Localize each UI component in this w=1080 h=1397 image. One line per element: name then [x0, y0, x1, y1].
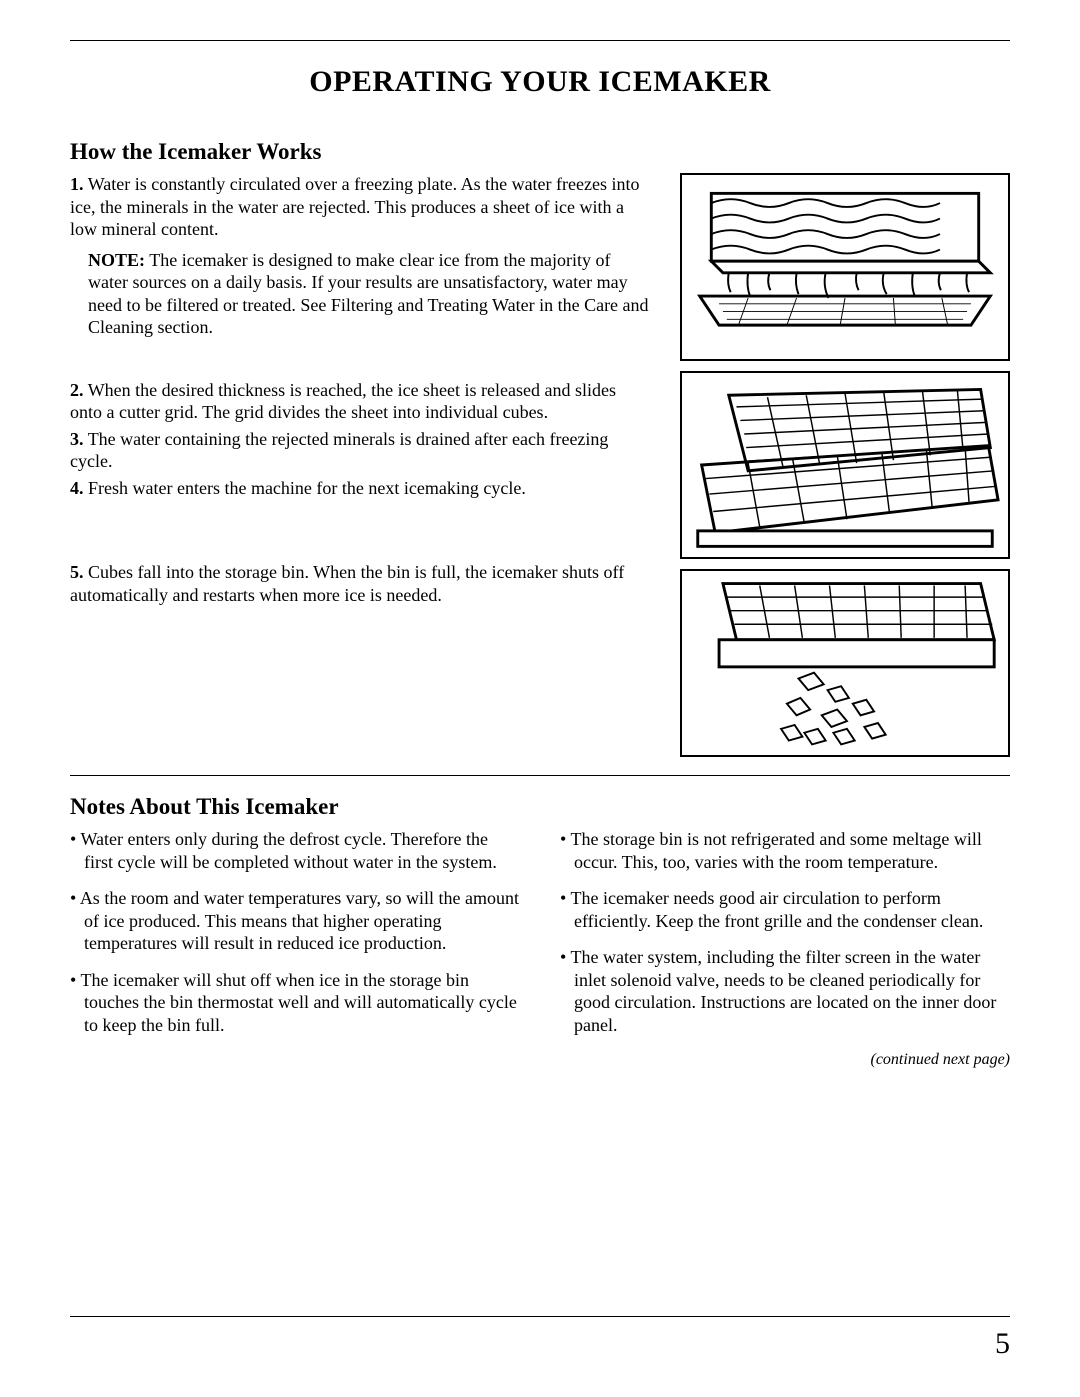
cutter-grid-diagram [680, 371, 1010, 559]
note-item: The icemaker will shut off when ice in t… [70, 969, 520, 1037]
note-item: As the room and water temperatures vary,… [70, 887, 520, 955]
note-label: NOTE: [88, 250, 145, 270]
note-item: The storage bin is not refrigerated and … [560, 828, 1010, 873]
storage-bin-diagram [680, 569, 1010, 757]
step-text: Fresh water enters the machine for the n… [88, 478, 526, 498]
notes-row: Water enters only during the defrost cyc… [70, 828, 1010, 1070]
step-item: 1. Water is constantly circulated over a… [70, 173, 650, 339]
step-number: 5. [70, 562, 84, 582]
steps-list: 1. Water is constantly circulated over a… [70, 173, 650, 606]
step-text: The water containing the rejected minera… [70, 429, 608, 472]
bottom-rule [70, 1316, 1010, 1317]
note-item: Water enters only during the defrost cyc… [70, 828, 520, 873]
step-text: When the desired thickness is reached, t… [70, 380, 616, 423]
freezing-plate-diagram [680, 173, 1010, 361]
how-it-works-row: 1. Water is constantly circulated over a… [70, 173, 1010, 757]
step-number: 3. [70, 429, 84, 449]
step-item: 5. Cubes fall into the storage bin. When… [70, 561, 650, 606]
mid-rule [70, 775, 1010, 776]
step-item: 4. Fresh water enters the machine for th… [70, 477, 650, 500]
step-item: 2. When the desired thickness is reached… [70, 379, 650, 424]
section-heading-notes: Notes About This Icemaker [70, 794, 1010, 820]
step-item: 3. The water containing the rejected min… [70, 428, 650, 473]
step-text: Cubes fall into the storage bin. When th… [70, 562, 624, 605]
notes-list-right: The storage bin is not refrigerated and … [560, 828, 1010, 1036]
notes-left-column: Water enters only during the defrost cyc… [70, 828, 520, 1070]
page-number: 5 [995, 1327, 1010, 1361]
page-title: OPERATING YOUR ICEMAKER [70, 65, 1010, 99]
note-text: The icemaker is designed to make clear i… [88, 250, 649, 338]
section-heading-how-it-works: How the Icemaker Works [70, 139, 1010, 165]
step-text: Water is constantly circulated over a fr… [70, 174, 640, 239]
note-item: The icemaker needs good air circulation … [560, 887, 1010, 932]
step-number: 4. [70, 478, 84, 498]
notes-right-column: The storage bin is not refrigerated and … [560, 828, 1010, 1070]
step-spacer [70, 503, 650, 557]
step-number: 2. [70, 380, 84, 400]
manual-page: OPERATING YOUR ICEMAKER How the Icemaker… [0, 0, 1080, 1397]
continued-label: (continued next page) [560, 1050, 1010, 1070]
steps-column: 1. Water is constantly circulated over a… [70, 173, 650, 757]
illustrations-column [680, 173, 1010, 757]
step-note: NOTE: The icemaker is designed to make c… [88, 249, 650, 339]
note-item: The water system, including the filter s… [560, 946, 1010, 1036]
top-rule [70, 40, 1010, 41]
step-spacer [70, 365, 650, 375]
notes-list-left: Water enters only during the defrost cyc… [70, 828, 520, 1036]
step-number: 1. [70, 174, 84, 194]
